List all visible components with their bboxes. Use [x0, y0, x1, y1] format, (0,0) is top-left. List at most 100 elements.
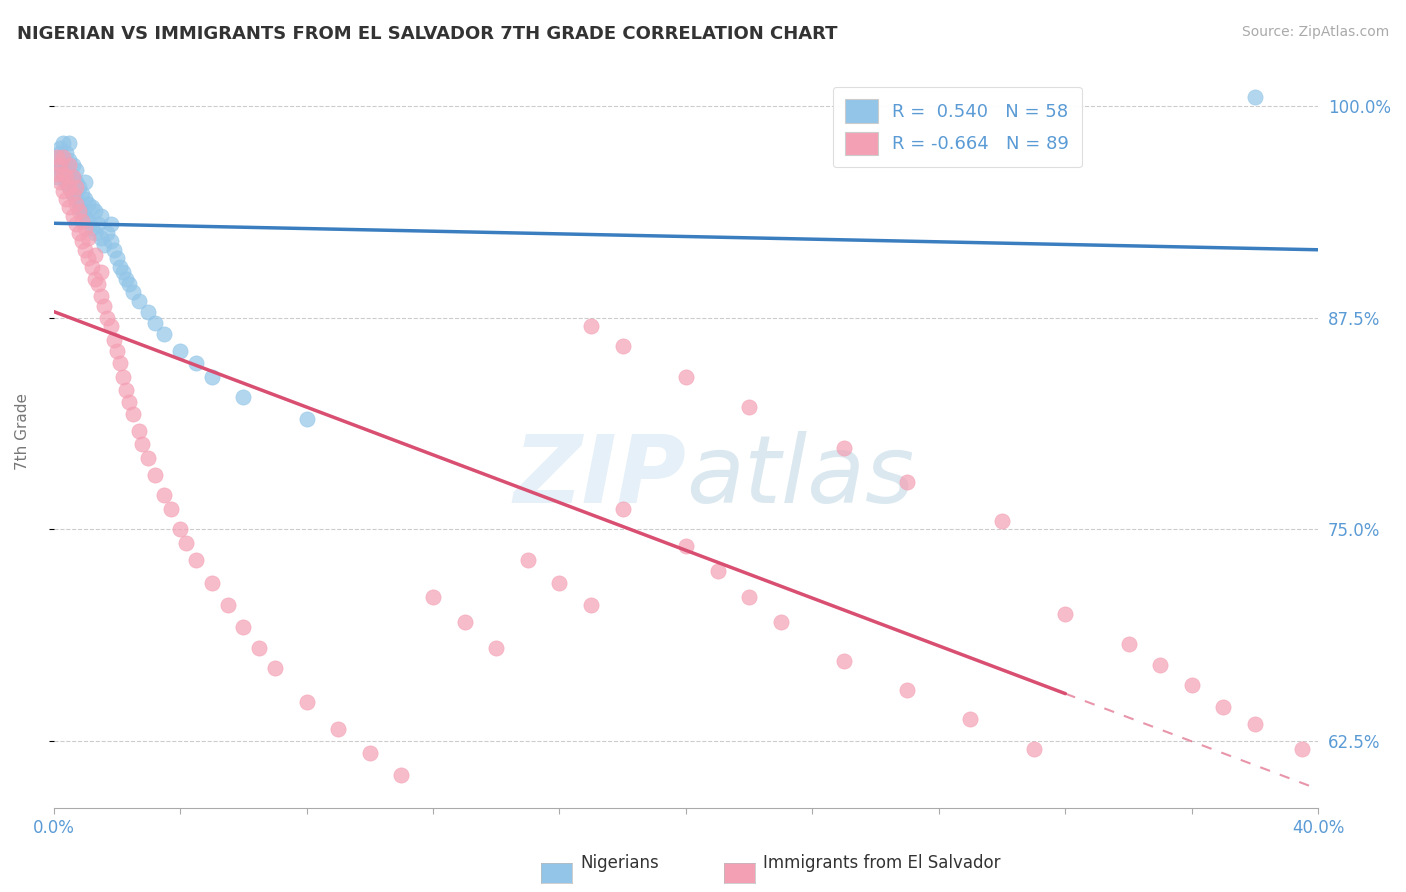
Point	[359, 746, 381, 760]
Point	[247, 640, 270, 655]
Point	[75, 175, 97, 189]
Point	[49, 141, 72, 155]
Point	[77, 214, 100, 228]
Point	[77, 197, 100, 211]
Point	[83, 203, 105, 218]
Point	[93, 237, 115, 252]
Point	[58, 136, 80, 151]
Point	[579, 318, 602, 333]
Point	[1118, 637, 1140, 651]
Point	[453, 615, 475, 630]
Point	[80, 260, 103, 274]
Point	[65, 163, 87, 178]
Point	[118, 395, 141, 409]
Point	[153, 327, 176, 342]
Point	[217, 599, 239, 613]
Point	[93, 299, 115, 313]
Point	[49, 146, 72, 161]
Point	[295, 412, 318, 426]
Point	[80, 220, 103, 235]
Point	[55, 192, 77, 206]
Point	[45, 167, 67, 181]
Point	[128, 424, 150, 438]
Point	[548, 576, 571, 591]
Point	[49, 175, 72, 189]
Point	[75, 209, 97, 223]
Point	[612, 501, 634, 516]
Point	[112, 265, 135, 279]
Point	[896, 475, 918, 489]
Point	[62, 158, 84, 172]
Point	[52, 136, 75, 151]
Point	[176, 535, 198, 549]
Point	[143, 316, 166, 330]
Point	[103, 333, 125, 347]
Point	[67, 201, 90, 215]
Point	[121, 285, 143, 300]
Point	[738, 401, 761, 415]
Point	[108, 260, 131, 274]
Point	[75, 220, 97, 235]
Point	[1181, 678, 1204, 692]
Point	[65, 180, 87, 194]
Point	[832, 441, 855, 455]
Point	[100, 218, 122, 232]
Point	[70, 186, 93, 201]
Point	[100, 235, 122, 249]
Point	[83, 248, 105, 262]
Point	[143, 467, 166, 482]
Point	[675, 539, 697, 553]
Point	[62, 169, 84, 184]
Point	[70, 203, 93, 218]
Point	[77, 252, 100, 266]
Point	[75, 192, 97, 206]
Point	[1291, 742, 1313, 756]
Point	[422, 590, 444, 604]
Point	[62, 186, 84, 201]
Point	[62, 209, 84, 223]
Text: NIGERIAN VS IMMIGRANTS FROM EL SALVADOR 7TH GRADE CORRELATION CHART: NIGERIAN VS IMMIGRANTS FROM EL SALVADOR …	[17, 25, 838, 43]
Point	[52, 184, 75, 198]
Point	[128, 293, 150, 308]
Point	[131, 437, 153, 451]
Text: Nigerians: Nigerians	[581, 855, 659, 872]
Point	[58, 180, 80, 194]
Point	[264, 661, 287, 675]
Point	[1054, 607, 1077, 621]
Point	[65, 192, 87, 206]
Point	[70, 235, 93, 249]
Point	[516, 552, 538, 566]
Point	[769, 615, 792, 630]
Point	[52, 167, 75, 181]
Point	[153, 488, 176, 502]
Point	[90, 288, 112, 302]
Point	[83, 226, 105, 240]
Point	[991, 514, 1014, 528]
Point	[80, 201, 103, 215]
Point	[105, 344, 128, 359]
Point	[118, 277, 141, 291]
Point	[49, 160, 72, 174]
Point	[87, 277, 110, 291]
Point	[96, 310, 118, 325]
Text: ZIP: ZIP	[513, 431, 686, 523]
Point	[328, 722, 350, 736]
Point	[58, 167, 80, 181]
Point	[184, 356, 207, 370]
Point	[1022, 742, 1045, 756]
Point	[201, 576, 224, 591]
Point	[65, 218, 87, 232]
Legend: R =  0.540   N = 58, R = -0.664   N = 89: R = 0.540 N = 58, R = -0.664 N = 89	[832, 87, 1081, 168]
Point	[62, 169, 84, 184]
Point	[112, 369, 135, 384]
Point	[1149, 657, 1171, 672]
Point	[389, 767, 412, 781]
Point	[75, 243, 97, 257]
Point	[77, 231, 100, 245]
Text: Immigrants from El Salvador: Immigrants from El Salvador	[763, 855, 1001, 872]
Point	[138, 450, 160, 465]
Text: atlas: atlas	[686, 432, 914, 523]
Point	[45, 150, 67, 164]
Point	[65, 197, 87, 211]
Point	[108, 356, 131, 370]
